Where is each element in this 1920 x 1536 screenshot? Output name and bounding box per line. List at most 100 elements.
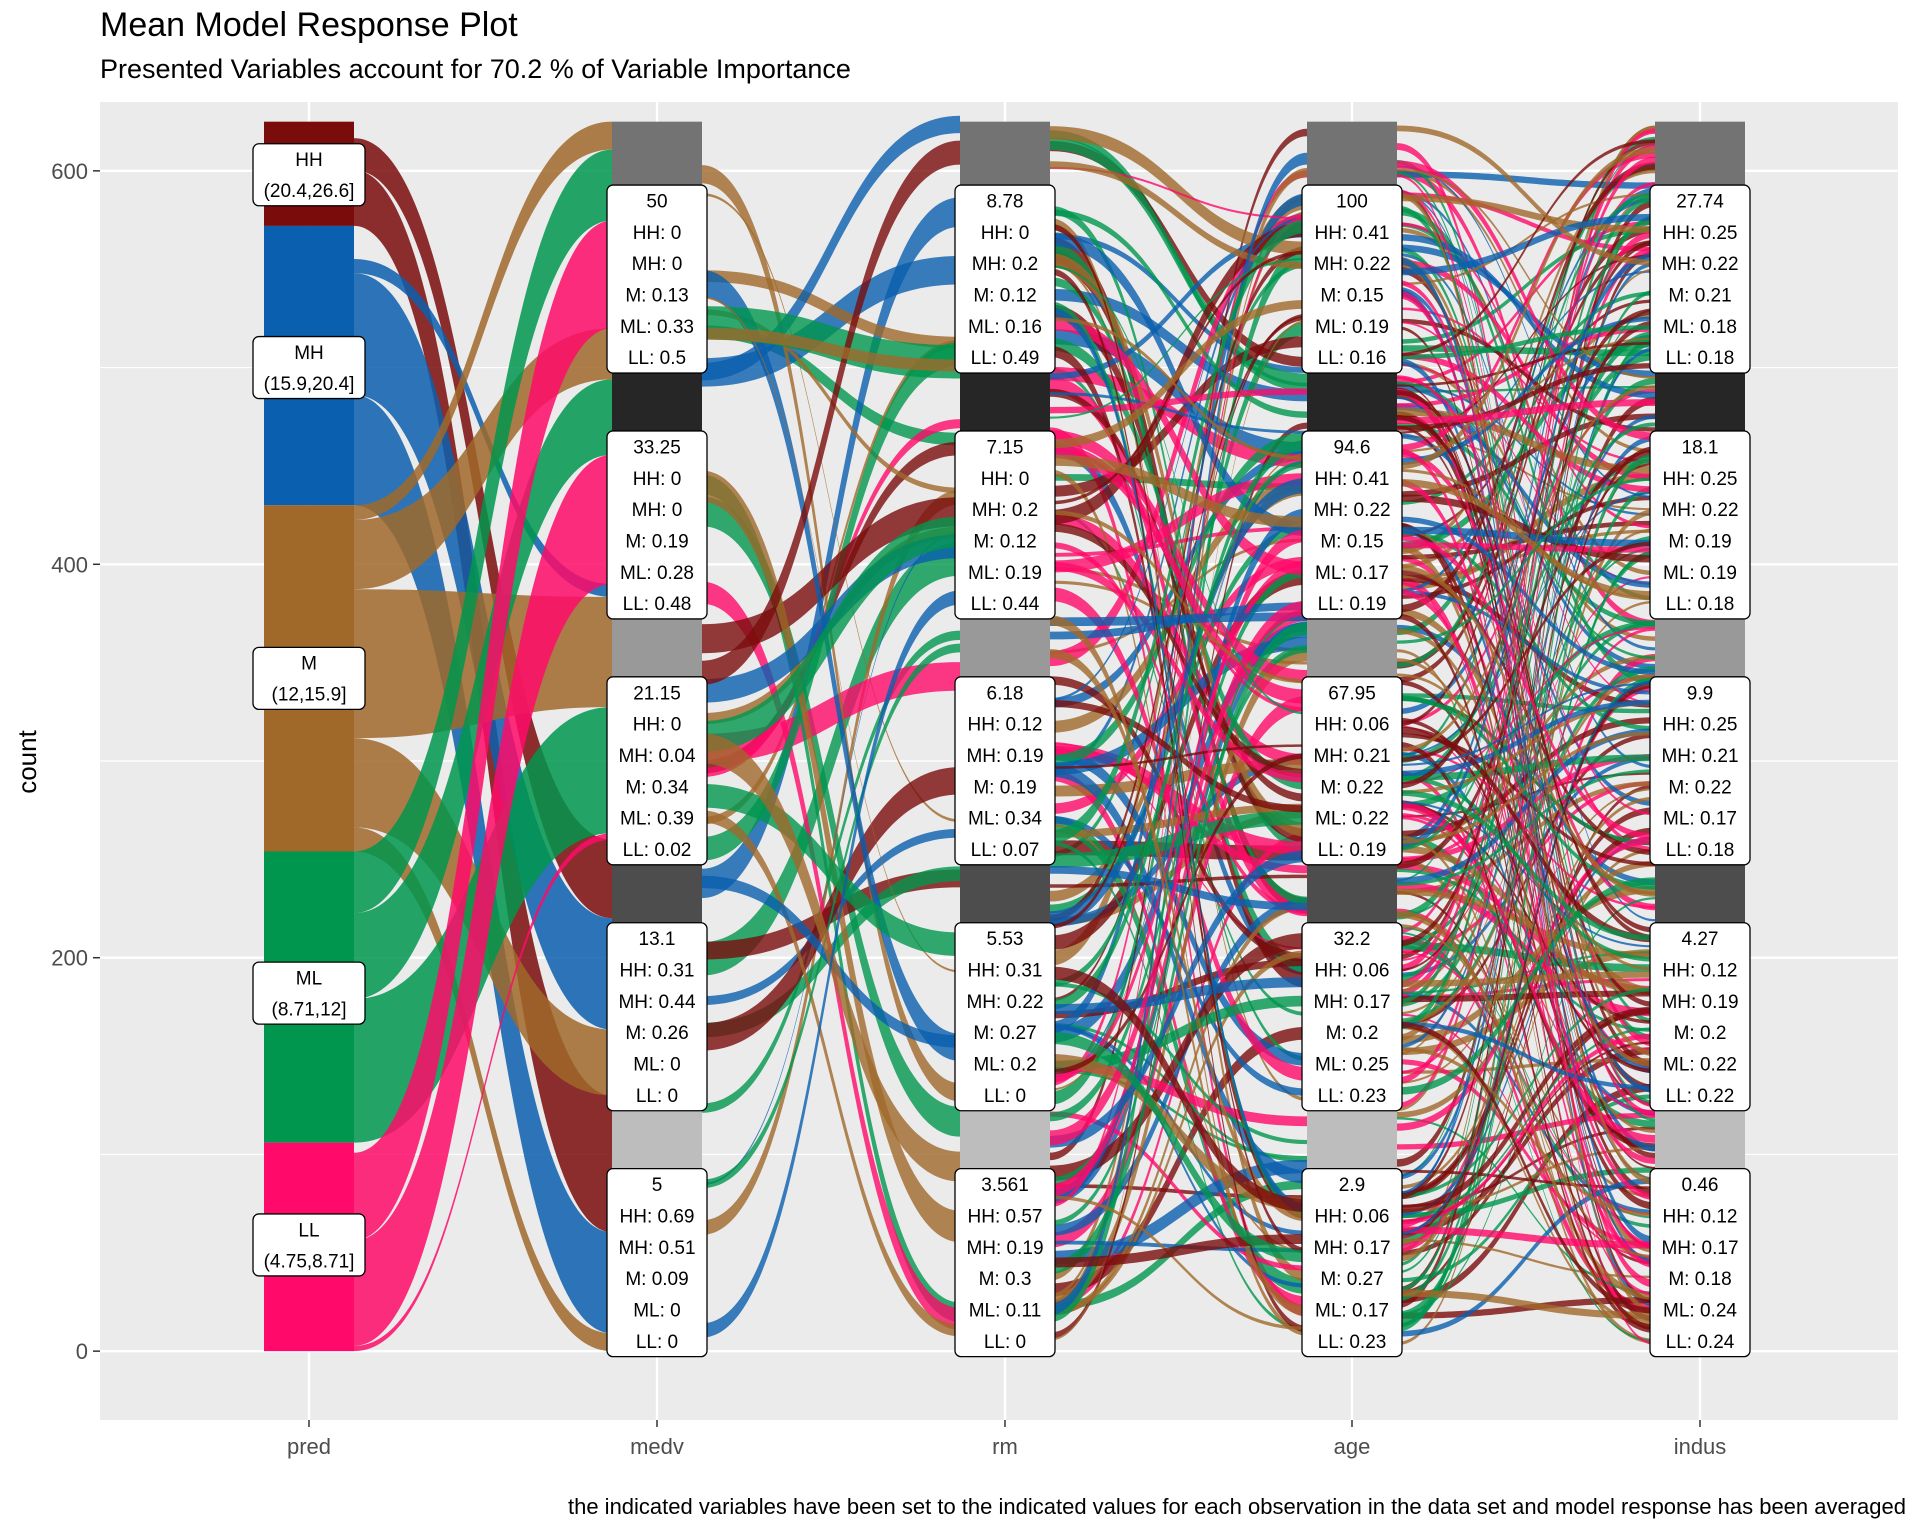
label-line: LL: 0: [636, 1086, 678, 1107]
label-line: MH: 0.21: [1661, 746, 1738, 767]
flow-ribbon: [1397, 754, 1655, 781]
flow-ribbon: [1397, 385, 1655, 753]
flow-ribbon: [1397, 457, 1655, 1346]
stratum-label: 5.53 HH: 0.31 MH: 0.22 M: 0.27 ML: 0.2 LL: 0: [954, 922, 1056, 1112]
label-line: HH: 0.25: [1663, 469, 1738, 490]
label-line: LL: 0.19: [1318, 594, 1387, 615]
flow-ribbon: [702, 197, 960, 899]
label-line: LL: 0.22: [1666, 1086, 1735, 1107]
flow-ribbon: [1397, 376, 1655, 816]
chart-caption: the indicated variables have been set to…: [567, 1494, 1906, 1519]
flow-ribbon: [1397, 415, 1655, 933]
flow-ribbon: [702, 140, 960, 685]
flow-ribbon: [1050, 246, 1307, 922]
flow-ribbon: [1050, 1024, 1307, 1288]
flow-ribbon: [1397, 125, 1655, 266]
label-line: HH: 0.12: [1663, 961, 1738, 982]
flow-ribbon: [1397, 1046, 1655, 1217]
flow-ribbon: [1050, 866, 1307, 911]
stratum-label: 9.9 HH: 0.25 MH: 0.21 M: 0.22 ML: 0.17 LL: 0.…: [1649, 676, 1751, 866]
flow-ribbon: [1397, 408, 1655, 474]
label-box: [1649, 430, 1751, 620]
flow-ribbon: [1397, 733, 1655, 1027]
label-line: M: 0.21: [1668, 286, 1731, 307]
flow-ribbon: [1397, 1027, 1655, 1219]
flow-ribbon: [1397, 479, 1655, 1201]
flow-ribbon: [702, 810, 960, 1337]
label-line: M: 0.19: [625, 531, 688, 552]
label-line: 3.561: [981, 1175, 1029, 1196]
label-line: 2.9: [1339, 1175, 1365, 1196]
y-axis-label: count: [12, 729, 42, 793]
label-box: [1301, 184, 1403, 374]
label-box: [1649, 922, 1751, 1112]
stratum-label: 21.15 HH: 0 MH: 0.04 M: 0.34 ML: 0.39 LL: 0.0…: [606, 676, 708, 866]
flow-ribbon: [354, 827, 612, 1352]
flow-ribbon: [1397, 345, 1655, 357]
flow-ribbon: [1397, 256, 1655, 1057]
label-line: M: 0.12: [973, 531, 1036, 552]
label-box: [1301, 430, 1403, 620]
flow-ribbon: [1397, 450, 1655, 911]
label-box: [1649, 184, 1751, 374]
flow-ribbon: [1050, 615, 1307, 1316]
label-line: 100: [1336, 192, 1368, 213]
flow-ribbon: [1397, 479, 1655, 599]
flow-ribbon: [1397, 352, 1655, 493]
flow-ribbon: [1050, 1159, 1307, 1265]
label-line: ML: 0.25: [1315, 1055, 1389, 1076]
flow-ribbon: [1397, 550, 1655, 1319]
flow-ribbon: [1397, 987, 1655, 1198]
flow-ribbon: [1397, 147, 1655, 470]
flow-ribbon: [1050, 137, 1307, 387]
flow-ribbon: [702, 784, 960, 957]
flow-ribbon: [1397, 627, 1655, 1075]
flow-ribbon: [1050, 166, 1307, 220]
flow-ribbon: [702, 590, 960, 1338]
flow-ribbon: [1397, 308, 1655, 789]
flow-ribbon: [1397, 253, 1655, 850]
label-line: LL: 0: [636, 1332, 678, 1353]
flow-ribbon: [1397, 403, 1655, 588]
stratum-label: 18.1 HH: 0.25 MH: 0.22 M: 0.19 ML: 0.19 LL: 0…: [1649, 430, 1751, 620]
flow-ribbon: [1397, 213, 1655, 276]
flow-ribbon: [1050, 966, 1307, 1212]
flow-ribbon: [1397, 462, 1655, 972]
flow-ribbon: [1050, 223, 1307, 1254]
flow-ribbon: [1397, 1296, 1655, 1319]
label-line: M: 0.27: [1320, 1269, 1383, 1290]
flow-ribbon: [1397, 334, 1655, 715]
label-line: 21.15: [633, 683, 681, 704]
flow-ribbon: [1397, 291, 1655, 1264]
label-line: M: 0.15: [1320, 531, 1383, 552]
flow-ribbon: [1397, 125, 1655, 1042]
label-box: [252, 335, 366, 400]
flow-ribbon: [1397, 863, 1655, 993]
flow-ribbon: [1050, 315, 1307, 929]
flow-ribbon: [1050, 649, 1307, 1222]
flow-ribbon: [1050, 524, 1307, 914]
flow-ribbon: [1050, 195, 1307, 1298]
flow-ribbon: [1397, 731, 1655, 844]
flow-ribbon: [1397, 230, 1655, 997]
flow-ribbon: [1397, 316, 1655, 463]
flow-ribbon: [354, 833, 612, 1352]
flow-ribbon: [1397, 413, 1655, 497]
label-line: (12,15.9]: [272, 685, 347, 706]
flow-ribbon: [1050, 219, 1307, 844]
flow-ribbon: [1397, 897, 1655, 1316]
label-line: ML: 0.18: [1663, 317, 1737, 338]
stratum-label: 3.561 HH: 0.57 MH: 0.19 M: 0.3 ML: 0.11 LL: 0: [954, 1167, 1056, 1358]
flow-ribbon: [1050, 392, 1307, 434]
flow-ribbon: [1050, 560, 1307, 1083]
label-line: LL: 0.18: [1666, 840, 1735, 861]
flow-ribbon: [1050, 469, 1307, 1336]
flow-ribbon: [1050, 460, 1307, 1079]
label-line: M: 0.27: [973, 1023, 1036, 1044]
flow-ribbon: [702, 470, 960, 1243]
label-line: ML: 0: [633, 1300, 681, 1321]
flow-ribbon: [1397, 543, 1655, 1253]
flow-ribbon: [1397, 160, 1655, 441]
y-tick-label: 400: [51, 552, 88, 577]
flow-ribbon: [702, 643, 960, 1189]
